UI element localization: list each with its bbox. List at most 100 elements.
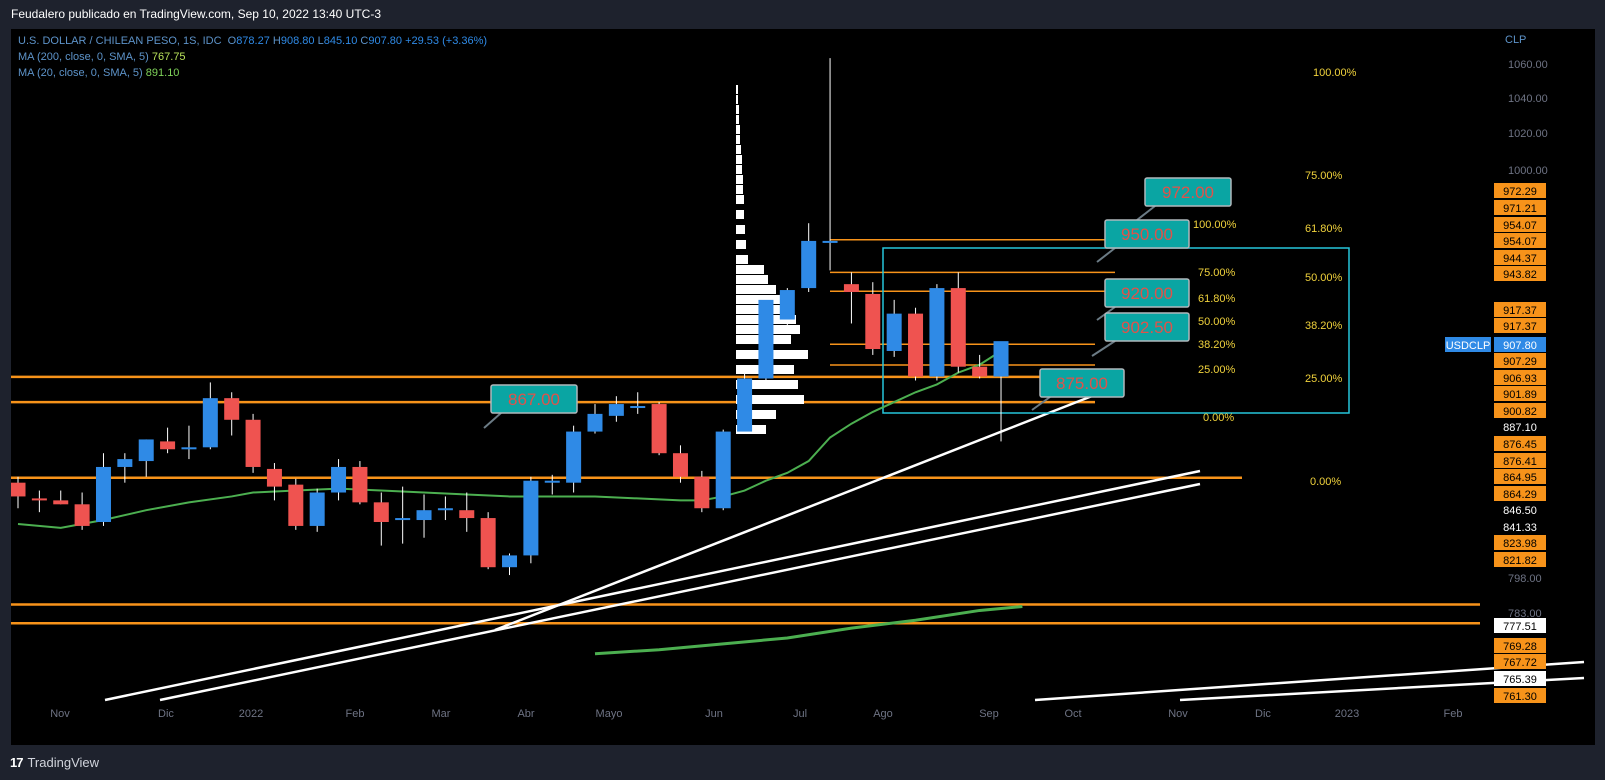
close-label: C	[360, 35, 369, 47]
fib-label: 38.20%	[1305, 320, 1343, 332]
candle-body	[801, 240, 817, 289]
callout-pointer	[1031, 396, 1051, 411]
ma200-label: MA (200, close, 0, SMA, 5)	[18, 51, 149, 63]
volume-profile-bar	[736, 225, 745, 234]
callout-box	[490, 384, 578, 414]
callout-pointer	[1136, 205, 1156, 221]
candle-body	[459, 510, 475, 519]
callout-box	[1104, 312, 1190, 342]
callout-pointer	[483, 412, 502, 429]
x-tick-label: Nov	[1168, 708, 1188, 720]
price-tag	[1494, 302, 1546, 317]
candle-body	[352, 466, 368, 503]
volume-profile-bar	[736, 175, 743, 184]
volume-profile-bar	[736, 155, 742, 164]
chart-header: Feudalero publicado en TradingView.com, …	[0, 0, 1605, 29]
price-tag-label: 917.37	[1503, 321, 1537, 333]
candle-body	[886, 313, 902, 351]
y-tick-label: 1020.00	[1508, 128, 1548, 140]
callout-pointer	[1096, 247, 1116, 263]
price-tag-label: 901.89	[1503, 389, 1537, 401]
open-value: 878.27	[236, 35, 270, 47]
symbol-tag	[1445, 337, 1491, 352]
candle-body	[737, 378, 753, 432]
x-tick-label: 2022	[239, 708, 263, 720]
x-tick-label: Abr	[517, 708, 534, 720]
price-tag-label: 761.30	[1503, 691, 1537, 703]
fib-label: 50.00%	[1305, 272, 1343, 284]
candle-body	[672, 453, 688, 477]
price-tag	[1494, 552, 1546, 567]
fib-label: 61.80%	[1305, 223, 1343, 235]
fib-label: 25.00%	[1305, 373, 1343, 385]
price-tag-label: 841.33	[1503, 522, 1537, 534]
volume-profile-bar	[736, 115, 739, 124]
callout-label: 875.00	[1056, 374, 1108, 393]
ma20-label: MA (20, close, 0, SMA, 5)	[18, 67, 143, 79]
tradingview-logo-icon: 17	[10, 755, 24, 770]
candle-body	[843, 284, 859, 293]
x-tick-label: Oct	[1064, 708, 1081, 720]
legend-row-ma200[interactable]: MA (200, close, 0, SMA, 5) 767.75	[18, 49, 487, 65]
volume-profile-bar	[736, 195, 744, 204]
tradingview-brand[interactable]: 17 TradingView	[10, 755, 99, 770]
symbol-name[interactable]: U.S. DOLLAR / CHILEAN PESO, 1S, IDC	[18, 35, 222, 47]
x-tick-label: Mar	[432, 708, 451, 720]
y-tick-label: 1040.00	[1508, 93, 1548, 105]
x-tick-label: Sep	[979, 708, 999, 720]
callout-box	[1104, 278, 1190, 308]
volume-profile-bar	[736, 185, 743, 194]
symbol-tag-label: USDCLP	[1446, 340, 1491, 352]
x-tick-label: Nov	[50, 708, 70, 720]
price-tag	[1494, 386, 1546, 401]
price-tag	[1494, 618, 1546, 633]
fib-label: 0.00%	[1310, 476, 1341, 488]
volume-profile-bar	[736, 380, 798, 389]
price-tag	[1494, 419, 1546, 434]
candle-body	[715, 431, 731, 509]
x-tick-label: Dic	[158, 708, 174, 720]
price-tag-label: 876.45	[1503, 439, 1537, 451]
volume-profile-bar	[736, 265, 764, 274]
volume-profile-bar	[736, 285, 776, 294]
y-tick-label: 1060.00	[1508, 59, 1548, 71]
price-tag-label: 864.29	[1503, 489, 1537, 501]
volume-profile-bar	[736, 105, 739, 114]
candle-body	[758, 299, 774, 379]
price-tag	[1494, 318, 1546, 333]
chart-legend: U.S. DOLLAR / CHILEAN PESO, 1S, IDC O878…	[18, 33, 487, 81]
price-tag-label: 917.37	[1503, 305, 1537, 317]
price-tag-label: 864.95	[1503, 472, 1537, 484]
x-tick-label: Jul	[793, 708, 807, 720]
price-tag-label: 900.82	[1503, 406, 1537, 418]
price-tag	[1494, 535, 1546, 550]
close-value: 907.80	[368, 35, 403, 47]
x-tick-label: Mayo	[596, 708, 623, 720]
high-label: H	[272, 35, 281, 47]
candle-body	[502, 555, 518, 568]
legend-row-ohlc: U.S. DOLLAR / CHILEAN PESO, 1S, IDC O878…	[18, 33, 487, 49]
candle-body	[53, 500, 69, 505]
chart-frame[interactable]: 100.00% 75.00% 61.80% 50.00% 38.20% 25.00% 0.0…	[11, 29, 1595, 745]
price-tag-label: 823.98	[1503, 538, 1537, 550]
callout-label: 950.00	[1121, 225, 1173, 244]
change-value: +29.53 (+3.36%)	[405, 35, 488, 47]
x-tick-label: Ago	[873, 708, 893, 720]
legend-row-ma20[interactable]: MA (20, close, 0, SMA, 5) 891.10	[18, 65, 487, 81]
price-tag-label: 769.28	[1503, 641, 1537, 653]
price-chart[interactable]: 100.00% 75.00% 61.80% 50.00% 38.20% 25.00% 0.0…	[11, 29, 1595, 745]
price-tag-label: 943.82	[1503, 269, 1537, 281]
volume-profile-bar	[736, 240, 746, 249]
price-tag	[1494, 502, 1546, 517]
fib-label: 0.00%	[1203, 412, 1234, 424]
candle-body	[865, 293, 881, 350]
callout-pointer	[1091, 340, 1116, 357]
volume-profile-bar	[736, 395, 804, 404]
candle-body	[694, 476, 710, 509]
candle-body	[929, 288, 945, 377]
volume-profile-bar	[736, 210, 744, 219]
candle-body	[31, 498, 47, 501]
low-label: L	[317, 35, 324, 47]
x-tick-label: Jun	[705, 708, 723, 720]
ma20-line	[17, 350, 1002, 529]
